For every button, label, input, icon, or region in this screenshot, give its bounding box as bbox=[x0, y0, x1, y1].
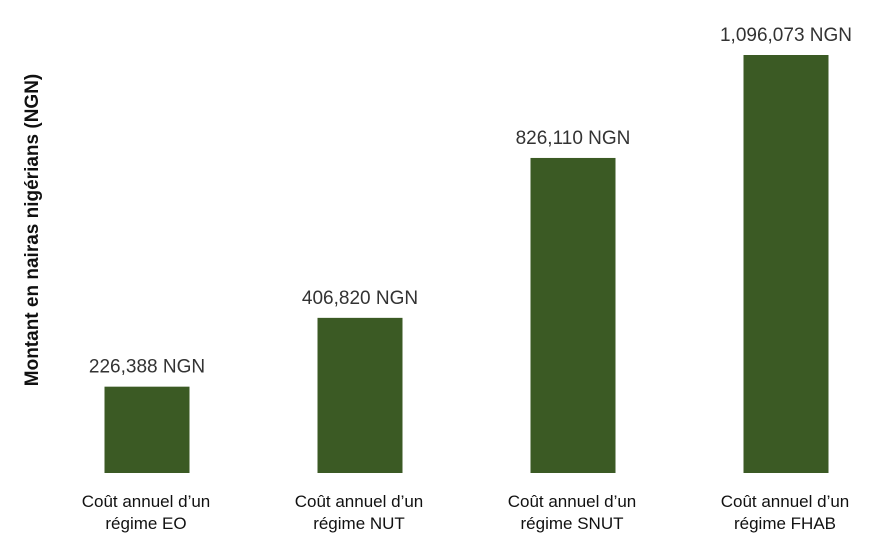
bars-group bbox=[104, 55, 829, 473]
category-label-0-line-0: Coût annuel d’un bbox=[82, 492, 211, 511]
value-labels-group: 226,388 NGN 406,820 NGN 826,110 NGN 1,096,0… bbox=[89, 25, 852, 378]
y-axis-label: Montant en nairas nigérians (NGN) bbox=[22, 74, 43, 386]
data-label-1: 406,820 NGN bbox=[302, 288, 418, 309]
bar-1 bbox=[317, 317, 403, 473]
category-label-1-line-0: Coût annuel d’un bbox=[295, 492, 424, 511]
category-label-2-line-1: régime SNUT bbox=[521, 514, 624, 533]
bar-2 bbox=[530, 157, 616, 473]
category-label-3-line-0: Coût annuel d’un bbox=[721, 492, 850, 511]
category-label-3-line-1: régime FHAB bbox=[734, 514, 836, 533]
data-label-3: 1,096,073 NGN bbox=[720, 25, 852, 46]
bar-0 bbox=[104, 386, 190, 473]
bar-3 bbox=[743, 55, 829, 473]
category-label-2-line-0: Coût annuel d’un bbox=[508, 492, 637, 511]
data-label-2: 826,110 NGN bbox=[516, 128, 631, 149]
category-label-0-line-1: régime EO bbox=[105, 514, 186, 533]
category-label-1-line-1: régime NUT bbox=[313, 514, 405, 533]
category-labels-group: Coût annuel d’un régime EO Coût annuel d’u… bbox=[82, 492, 850, 533]
data-label-0: 226,388 NGN bbox=[89, 357, 205, 378]
